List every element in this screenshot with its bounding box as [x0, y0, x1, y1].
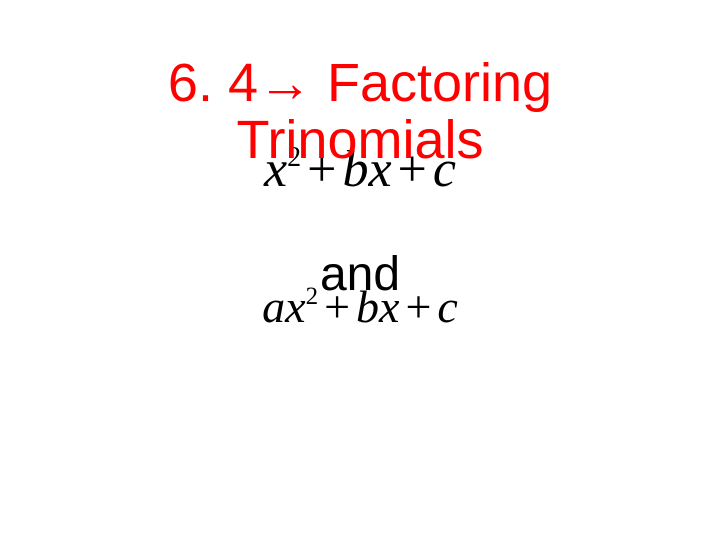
connector-text: and: [0, 247, 720, 302]
slide-content: 6. 4→ Factoring Trinomials x2+bx+c and a…: [0, 55, 720, 333]
title-line-2: Trinomials: [0, 112, 720, 169]
title-line-1: 6. 4→ Factoring: [0, 55, 720, 112]
